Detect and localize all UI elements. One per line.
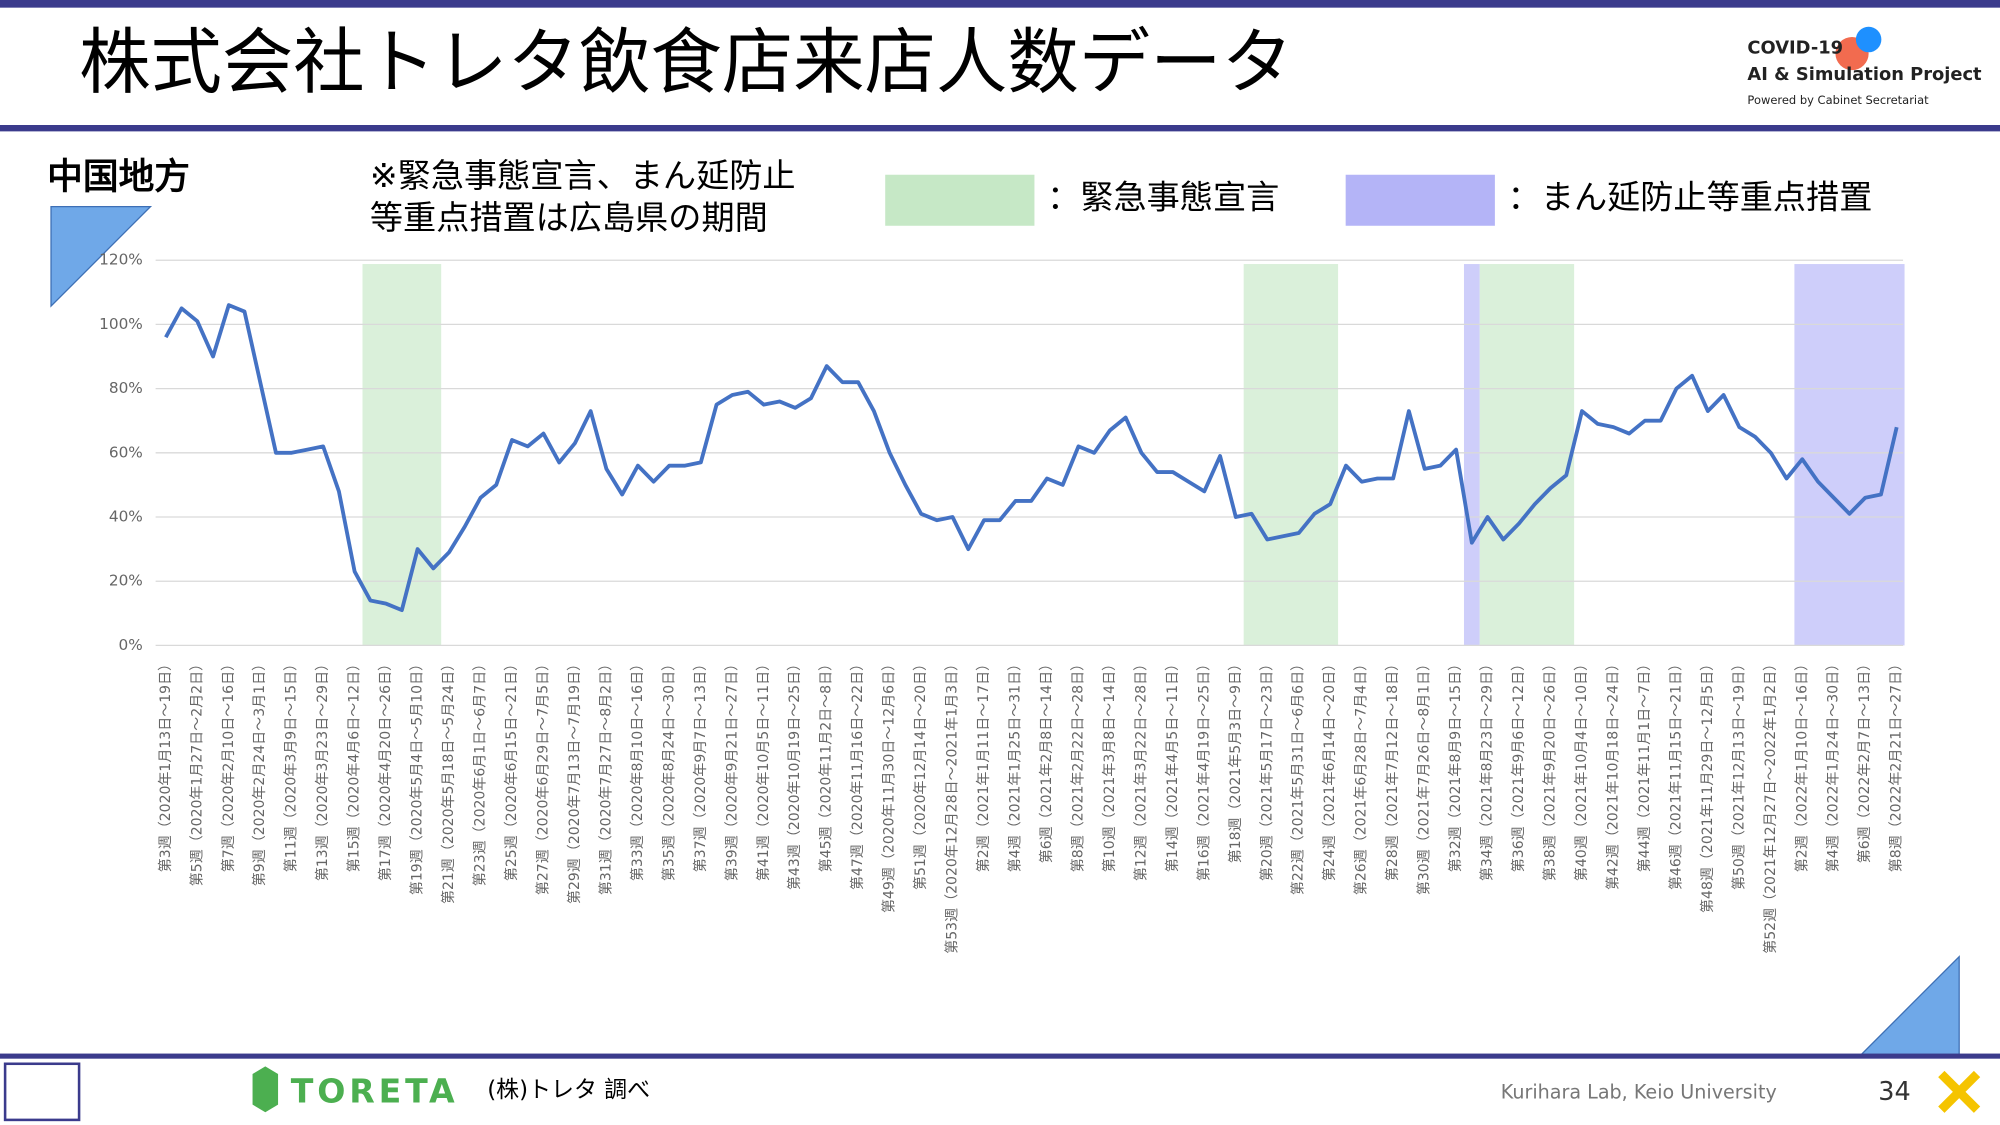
logo-text: AI & Simulation Project: [1747, 64, 1982, 85]
brand-icon: [252, 1066, 279, 1113]
period-band: [1794, 264, 1905, 646]
plot: ：緊急事態宣言 ：まん延防止等重点措置 0% 20% 40% 60% 80% 100% 120%…: [99, 174, 1905, 954]
x-tick-label: 第37週（2020年9月7日～13日）: [692, 657, 709, 872]
x-tick-label: 第3週（2020年1月13日～19日）: [157, 657, 174, 872]
source: (株)トレタ 調べ: [487, 1077, 650, 1103]
x-tick-label: 第47週（2020年11月16日～22日）: [849, 657, 866, 890]
x-tick-label: 第50週（2021年12月13日～19日）: [1730, 657, 1747, 890]
y-tick-label: 80%: [109, 379, 143, 397]
x-tick-label: 第35週（2020年8月24日～30日）: [660, 657, 677, 881]
x-tick-label: 第30週（2021年7月26日～8月1日）: [1416, 657, 1433, 895]
x-tick-label: 第44週（2021年11月1日～7日）: [1636, 657, 1653, 872]
x-tick-label: 第8週（2021年2月22日～28日）: [1069, 657, 1086, 872]
logo-dot: [1855, 26, 1882, 53]
lab: Kurihara Lab, Keio University: [1501, 1081, 1777, 1104]
y-tick-label: 60%: [109, 443, 143, 461]
x-tick-label: 第18週（2021年5月3日～9日）: [1227, 657, 1244, 863]
x-tick-label: 第20週（2021年5月17日～23日）: [1258, 657, 1275, 881]
x-tick-label: 第6週（2021年2月8日～14日）: [1038, 657, 1055, 863]
x-tick-label: 第28週（2021年7月12日～18日）: [1384, 657, 1401, 881]
period-band: [1243, 264, 1339, 646]
x-tick-label: 第6週（2022年2月7日～13日）: [1856, 657, 1873, 863]
x-tick-label: 第49週（2020年11月30日～12月6日）: [881, 657, 898, 913]
x-tick-label: 第7週（2020年2月10日～16日）: [220, 657, 237, 872]
legend-label: ：緊急事態宣言: [1047, 177, 1279, 216]
x-tick-label: 第4週（2022年1月24日～30日）: [1825, 657, 1842, 872]
x-tick-label: 第41週（2020年10月5日～11日）: [755, 657, 772, 881]
page-number: 34: [1878, 1077, 1910, 1107]
note: ※緊急事態宣言、まん延防止: [370, 156, 796, 195]
x-tick-label: 第52週（2021年12月27日～2022年1月2日）: [1762, 657, 1779, 954]
x-tick-label: 第26週（2021年6月28日～7月4日）: [1353, 657, 1370, 895]
x-tick-label: 第13週（2020年3月23日～29日）: [314, 657, 331, 881]
legend-swatch: [885, 174, 1035, 226]
lab-logo: [3, 1062, 81, 1122]
x-tick-label: 第48週（2021年11月29日～12月5日）: [1699, 657, 1716, 913]
x-tick-label: 第45週（2020年11月2日～8日）: [818, 657, 835, 872]
y-tick-label: 40%: [109, 508, 143, 526]
x-tick-label: 第53週（2020年12月28日～2021年1月3日）: [944, 657, 961, 954]
corner-deco: [1858, 955, 1960, 1057]
x-tick-label: 第2週（2021年1月11日～17日）: [975, 657, 992, 872]
x-tick-label: 第5週（2020年1月27日～2月2日）: [188, 657, 205, 886]
x-tick-label: 第2週（2022年1月10日～16日）: [1793, 657, 1810, 872]
x-tick-label: 第24週（2021年6月14日～20日）: [1321, 657, 1338, 881]
x-tick-label: 第43週（2020年10月19日～25日）: [786, 657, 803, 890]
x-tick-label: 第27週（2020年6月29日～7月5日）: [534, 657, 551, 895]
title-rule: [0, 125, 2000, 132]
region: 中国地方: [47, 157, 190, 198]
y-tick-label: 100%: [99, 315, 143, 333]
x-tick-label: 第23週（2020年6月1日～6月7日）: [472, 657, 489, 886]
x-tick-label: 第19週（2020年5月4日～5月10日）: [409, 657, 426, 895]
x-tick-label: 第10週（2021年3月8日～14日）: [1101, 657, 1118, 872]
x-tick-label: 第11週（2020年3月9日～15日）: [283, 657, 300, 872]
x-tick-label: 第46週（2021年11月15日～21日）: [1667, 657, 1684, 890]
x-tick-label: 第31週（2020年7月27日～8月2日）: [597, 657, 614, 895]
period-band: [1463, 264, 1480, 646]
x-tick-label: 第38週（2021年9月20日～26日）: [1542, 657, 1559, 881]
x-tick-label: 第15週（2020年4月6日～12日）: [346, 657, 363, 872]
x-tick-label: 第51週（2020年12月14日～20日）: [912, 657, 929, 890]
title: 株式会社トレタ飲食店来店人数データ: [79, 21, 1293, 104]
corner-deco: [50, 205, 153, 308]
x-tick-label: 第29週（2020年7月13日～7月19日）: [566, 657, 583, 904]
x-tick-label: 第8週（2022年2月21日～27日）: [1888, 657, 1905, 872]
x-tick-label: 第22週（2021年5月31日～6月6日）: [1290, 657, 1307, 895]
note: 等重点措置は広島県の期間: [370, 198, 768, 237]
legend-label: ：まん延防止等重点措置: [1508, 177, 1873, 216]
x-tick-label: 第21週（2020年5月18日～5月24日）: [440, 657, 457, 904]
period-band: [1479, 264, 1575, 646]
x-tick-label: 第33週（2020年8月10日～16日）: [629, 657, 646, 881]
x-tick-label: 第16週（2021年4月19日～25日）: [1195, 657, 1212, 881]
y-tick-label: 0%: [119, 636, 143, 654]
x-tick-label: 第17週（2020年4月20日～26日）: [377, 657, 394, 881]
x-tick-label: 第14週（2021年4月5日～11日）: [1164, 657, 1181, 872]
legend-swatch: [1345, 174, 1495, 226]
y-tick-label: 20%: [109, 572, 143, 590]
x-tick-label: 第9週（2020年2月24日～3月1日）: [251, 657, 268, 886]
footer-rule: [0, 1053, 2000, 1059]
x-tick-label: 第12週（2021年3月22日～28日）: [1132, 657, 1149, 881]
x-tick-label: 第4週（2021年1月25日～31日）: [1007, 657, 1024, 872]
x-tick-label: 第36週（2021年9月6日～12日）: [1510, 657, 1527, 872]
y-tick-label: 120%: [99, 251, 143, 269]
period-band: [362, 264, 442, 646]
logo-text: COVID-19: [1747, 37, 1843, 58]
logo-text: Powered by Cabinet Secretariat: [1747, 93, 1929, 107]
x-tick-label: 第39週（2020年9月21日～27日）: [723, 657, 740, 881]
brand: TORETA: [291, 1072, 459, 1111]
x-tick-label: 第25週（2020年6月15日～21日）: [503, 657, 520, 881]
brand-icon: [1938, 1070, 1981, 1113]
x-tick-label: 第42週（2021年10月18日～24日）: [1604, 657, 1621, 890]
x-tick-label: 第32週（2021年8月9日～15日）: [1447, 657, 1464, 872]
x-tick-label: 第40週（2021年10月4日～10日）: [1573, 657, 1590, 881]
x-tick-label: 第34週（2021年8月23日～29日）: [1479, 657, 1496, 881]
data-line: [164, 303, 1899, 613]
top-bar: [0, 0, 2000, 8]
